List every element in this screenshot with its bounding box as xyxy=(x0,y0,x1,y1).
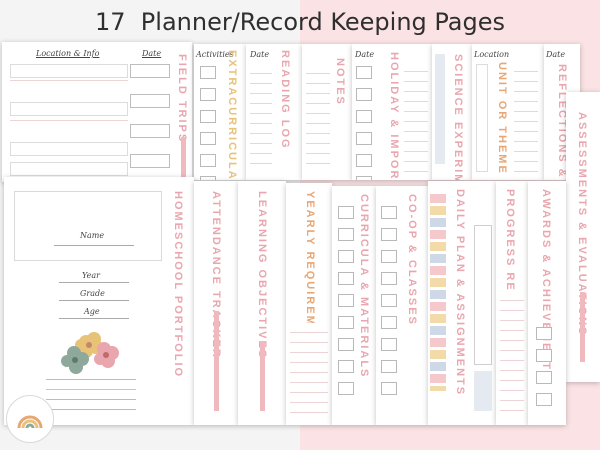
coop-page: Co-op & Classes xyxy=(376,186,428,425)
activities-header: Activities xyxy=(196,50,234,59)
location-info-page: Location & Info Date Field Trips xyxy=(2,42,192,182)
curricula-page: Curricula & Materials xyxy=(332,186,376,425)
page-label-reflections: Reflections & Self- xyxy=(556,64,568,180)
attendance-page: Attendance Tracker xyxy=(194,181,238,425)
page-label-objectives: Learning Objectives xyxy=(256,191,268,360)
page-label-extracurricular: Extracurricular xyxy=(226,50,238,180)
page-label-unit: Unit or Theme Overview xyxy=(496,62,508,180)
page-label-holiday: Holiday & Important xyxy=(388,52,400,180)
page-label-notes: Notes xyxy=(334,58,346,106)
portfolio-grade: Grade xyxy=(80,289,105,298)
page-label-requirements: Yearly Requirements xyxy=(304,191,316,365)
portfolio-page: Name Year Grade Age Homeschool Portfolio xyxy=(4,177,194,425)
daily-plan-page: Daily Plan & Assignments xyxy=(428,181,496,425)
assessments-page: Assessments & Evaluations xyxy=(566,92,600,382)
portfolio-year: Year xyxy=(82,271,100,280)
date-header: Date xyxy=(142,49,162,58)
progress-page: Progress Report xyxy=(496,181,528,425)
science-page: Science Experiments xyxy=(432,44,472,180)
page-label-daily-plan: Daily Plan & Assignments xyxy=(454,189,466,397)
page-label-coop: Co-op & Classes xyxy=(406,194,418,326)
page-label-curricula: Curricula & Materials xyxy=(358,194,370,379)
flower-illustration xyxy=(61,332,119,374)
awards-page: Awards & Achievements xyxy=(528,181,566,425)
page-label-science: Science Experiments xyxy=(452,54,464,180)
holiday-page: Date Holiday & Important xyxy=(352,44,432,180)
page-title: 17 Planner/Record Keeping Pages xyxy=(95,8,505,36)
page-label-assessments: Assessments & Evaluations xyxy=(576,112,588,337)
rainbow-logo-icon xyxy=(6,395,54,443)
requirements-page: Yearly Requirements xyxy=(286,183,332,425)
unit-overview-page: Location Unit or Theme Overview xyxy=(472,44,544,180)
page-label-reading-log: Reading Log xyxy=(279,50,291,150)
page-label-portfolio: Homeschool Portfolio xyxy=(172,191,184,379)
page-label-attendance: Attendance Tracker xyxy=(210,191,222,359)
location2-header: Location xyxy=(474,50,510,59)
date3-header: Date xyxy=(355,50,375,59)
notes-page: Notes xyxy=(302,44,352,180)
page-label-field-trips: Field Trips xyxy=(176,54,188,144)
date4-header: Date xyxy=(546,50,566,59)
portfolio-age: Age xyxy=(84,307,100,316)
portfolio-name: Name xyxy=(80,231,105,240)
date2-header: Date xyxy=(250,50,270,59)
reading-log-page: Date Reading Log xyxy=(246,44,302,180)
objectives-page: Learning Objectives xyxy=(238,181,286,425)
location-info-header: Location & Info xyxy=(36,49,100,58)
extracurricular-page: Activities Extracurricular xyxy=(194,44,246,180)
